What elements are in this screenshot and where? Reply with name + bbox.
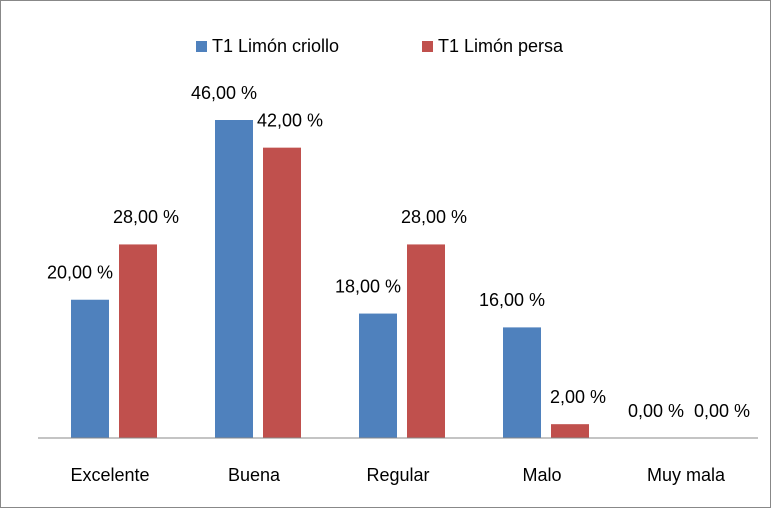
x-tick-label: Buena (228, 465, 281, 485)
value-label: 18,00 % (335, 276, 401, 296)
value-label: 28,00 % (113, 207, 179, 227)
bar (551, 424, 589, 438)
bar (71, 299, 109, 438)
bar (407, 244, 445, 438)
value-label: 0,00 % (628, 401, 684, 421)
bar (215, 120, 253, 438)
value-label: 20,00 % (47, 262, 113, 282)
legend-label: T1 Limón persa (438, 36, 564, 56)
value-label: 16,00 % (479, 290, 545, 310)
value-label: 28,00 % (401, 207, 467, 227)
value-label: 0,00 % (694, 401, 750, 421)
x-tick-label: Excelente (70, 465, 149, 485)
value-label: 42,00 % (257, 110, 323, 130)
value-label: 46,00 % (191, 83, 257, 103)
legend-label: T1 Limón criollo (212, 36, 339, 56)
bar (119, 244, 157, 438)
bar (263, 147, 301, 439)
legend-swatch (422, 41, 433, 52)
value-label: 2,00 % (550, 387, 606, 407)
legend-swatch (196, 41, 207, 52)
x-tick-label: Regular (366, 465, 429, 485)
bar (359, 313, 397, 438)
bar (503, 327, 541, 438)
x-tick-label: Muy mala (647, 465, 726, 485)
x-tick-label: Malo (522, 465, 561, 485)
